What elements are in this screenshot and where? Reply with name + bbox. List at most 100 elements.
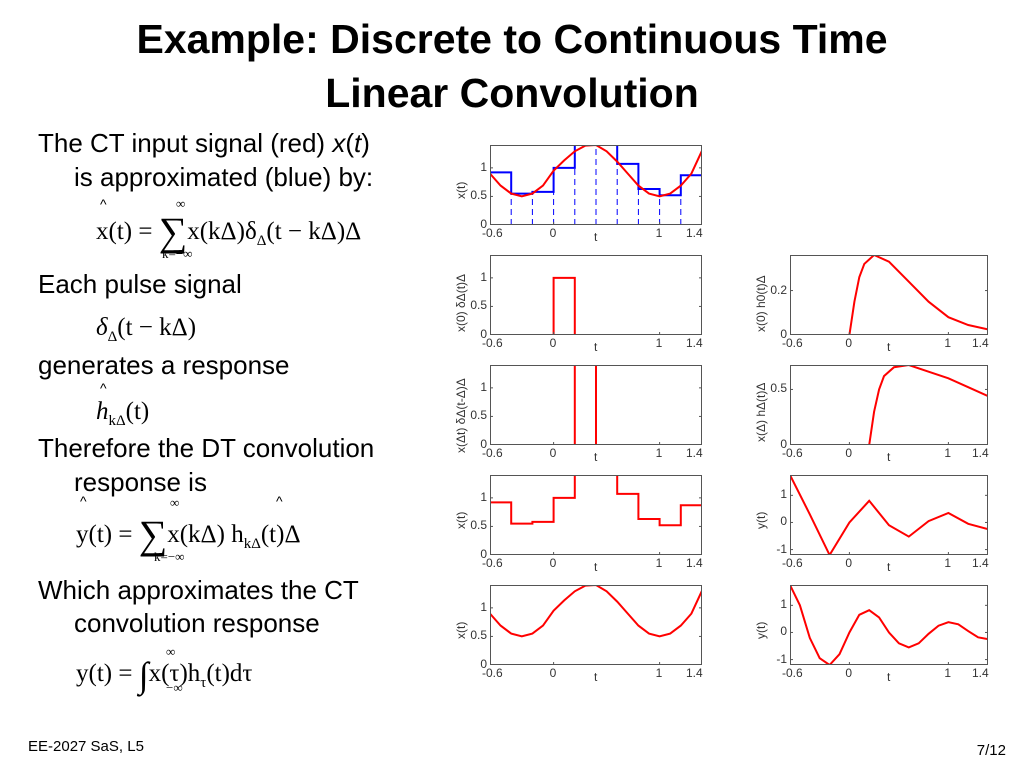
x-tick-label: 1: [655, 446, 663, 460]
y-tick-label: 0.2: [770, 282, 787, 297]
plot-canvas: [490, 365, 702, 445]
x-tick-label: -0.6: [782, 446, 803, 460]
x-axis-label: t: [887, 340, 891, 354]
x-tick-label: 1.4: [972, 666, 989, 680]
y-tick-label: 0: [780, 514, 787, 529]
text-part: x: [332, 128, 346, 158]
series-x-t--line: [490, 145, 702, 198]
y-tick-label: 0.5: [470, 518, 487, 533]
y-tick-label: 1: [480, 489, 487, 504]
y-tick-label: -1: [776, 541, 787, 556]
eq-part: (t − kΔ)Δ: [266, 218, 362, 245]
plot-y-dt: -0.6 0 1 1.4 -1 0 1 t y(t): [754, 475, 989, 574]
int-upper: ∞: [166, 644, 176, 659]
series-response-line: [790, 255, 988, 335]
plot-canvas: [490, 145, 702, 225]
y-tick-label: 0: [480, 657, 487, 671]
y-axis-label: y(t): [754, 621, 768, 639]
hat-mark: ^: [80, 493, 87, 509]
hat-mark: ^: [100, 196, 107, 212]
eq-part: x(t) =: [96, 218, 159, 245]
eq-part: y(t) =: [76, 521, 139, 548]
plot-canvas: [490, 475, 702, 555]
footer-page-number: 7/12: [976, 742, 1006, 759]
plot-response-0: -0.6 0 1 1.4 0 0.2 t x(0) h0(t)Δ: [754, 255, 989, 354]
equation-y-integral: y(t) = ∫x(τ)hτ(t)dτ ∞ −∞: [76, 644, 253, 696]
x-tick-label: 0: [549, 666, 557, 680]
y-axis-label: x(t): [454, 511, 468, 529]
eq-part: (t − kΔ): [117, 314, 197, 341]
eq-part: y(t) =: [76, 660, 139, 687]
sum-lower: k=−∞: [154, 549, 185, 564]
x-axis-label: t: [594, 670, 598, 684]
y-tick-label: 0: [480, 217, 487, 231]
x-axis-label: t: [594, 450, 598, 464]
x-tick-label: 1.4: [686, 446, 703, 460]
eq-part: (t): [125, 398, 150, 425]
equation-x-hat: ^ x(t) = ∑x(kΔ)δΔ(t − kΔ)Δ ∞ k=−∞: [96, 196, 362, 261]
sum-symbol: ∑: [138, 512, 168, 557]
equation-y-hat: ^ ^ y(t) = ∑x(kΔ) hkΔ(t)Δ ∞ k=−∞: [76, 493, 301, 564]
text-which-approximates: Which approximates the CT: [38, 575, 359, 605]
plot-canvas: [790, 475, 988, 555]
x-axis-label: t: [594, 230, 598, 244]
y-axis-label: y(t): [754, 511, 768, 529]
eq-sub: τ: [200, 675, 207, 691]
series-x-stairs-stairs: [490, 475, 702, 527]
eq-sub: kΔ: [243, 536, 261, 552]
x-axis-label: t: [887, 450, 891, 464]
plot-pulse-1: -0.6 0 1 1.4 0 0.5 1 t x(Δt) δΔ(t-Δ)Δ: [454, 365, 703, 464]
eq-sub: Δ: [107, 329, 118, 345]
x-axis-label: t: [594, 560, 598, 574]
plot-response-1: -0.6 0 1 1.4 0 0.5 t x(Δ) hΔ(t)Δ: [754, 365, 989, 464]
plot-canvas: [490, 255, 702, 335]
sum-upper: ∞: [176, 196, 186, 211]
plot-canvas: [790, 255, 988, 335]
x-tick-label: 1: [944, 336, 952, 350]
y-tick-label: 0.5: [470, 298, 487, 313]
eq-part: x(kΔ)δ: [187, 218, 257, 245]
x-tick-label: 0: [845, 556, 853, 570]
plot-frame: [490, 475, 702, 555]
plot-frame: [790, 585, 988, 665]
x-tick-label: 1.4: [972, 556, 989, 570]
plot-canvas: [790, 365, 988, 445]
x-tick-label: 1: [944, 446, 952, 460]
x-tick-label: -0.6: [482, 446, 503, 460]
x-tick-label: -0.6: [782, 666, 803, 680]
y-tick-label: 0: [780, 327, 787, 341]
eq-part: (t)dτ: [206, 660, 253, 687]
footer-course: EE-2027 SaS, L5: [28, 738, 144, 755]
y-tick-label: 0.5: [770, 381, 787, 396]
x-tick-label: 1: [655, 666, 663, 680]
y-tick-label: 1: [480, 269, 487, 284]
x-tick-label: 0: [549, 226, 557, 240]
y-tick-label: 0: [780, 437, 787, 451]
x-tick-label: 1.4: [972, 336, 989, 350]
x-tick-label: 1: [655, 226, 663, 240]
hat-mark: ^: [100, 380, 107, 396]
series-y-t-ct-line: [790, 585, 988, 665]
eq-sub: kΔ: [108, 413, 126, 429]
plot-frame: [490, 145, 702, 225]
eq-part: x(kΔ) h: [167, 521, 244, 548]
y-axis-label: x(Δ) hΔ(t)Δ: [754, 383, 768, 443]
plot-frame: [790, 255, 988, 335]
plot-frame: [490, 255, 702, 335]
slide-title-line2: Linear Convolution: [325, 70, 699, 116]
x-tick-label: 1.4: [686, 666, 703, 680]
text-part: t: [354, 128, 362, 158]
slide-title-line1: Example: Discrete to Continuous Time: [136, 16, 888, 62]
plot-x-approx: -0.6 0 1 1.4 0 0.5 1 t x(t): [454, 145, 703, 244]
x-tick-label: 1.4: [686, 336, 703, 350]
text-convolution-response: convolution response: [74, 608, 320, 638]
x-tick-label: -0.6: [482, 336, 503, 350]
y-tick-label: 1: [480, 159, 487, 174]
y-axis-label: x(t): [454, 621, 468, 639]
x-tick-label: -0.6: [782, 556, 803, 570]
integral-symbol: ∫: [138, 655, 149, 695]
y-tick-label: 0: [480, 327, 487, 341]
x-tick-label: 0: [549, 556, 557, 570]
x-tick-label: 1.4: [972, 446, 989, 460]
text-part: The CT input signal (red): [38, 128, 333, 158]
